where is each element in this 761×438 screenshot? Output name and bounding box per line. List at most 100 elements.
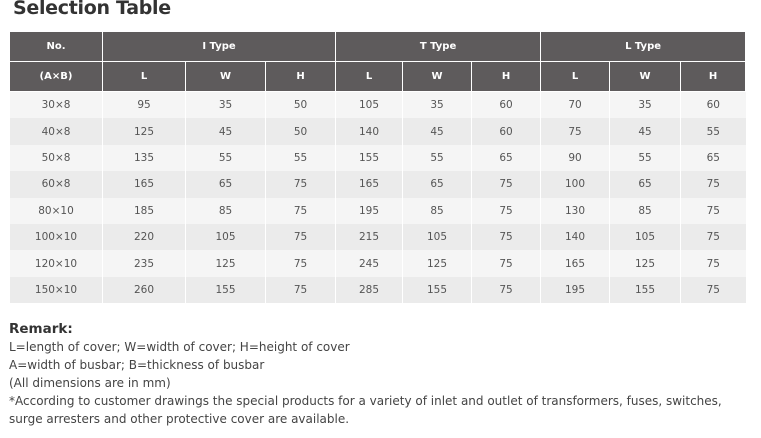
cell-value: 125 — [402, 250, 472, 277]
cell-value: 100 — [540, 171, 610, 198]
remark-section: Remark: L=length of cover; W=width of co… — [9, 320, 749, 428]
cell-value: 105 — [609, 223, 681, 251]
table-row: 50×8 135 55 55 155 55 65 90 55 65 — [9, 144, 746, 172]
cell-value: 60 — [680, 91, 746, 119]
cell-value: 75 — [471, 276, 541, 304]
cell-value: 245 — [335, 250, 403, 277]
header-dim: W — [185, 61, 266, 92]
remark-title: Remark: — [9, 321, 73, 337]
cell-value: 75 — [264, 197, 336, 224]
header-l-type: L Type — [540, 31, 747, 62]
cell-value: 165 — [540, 250, 610, 277]
cell-value: 185 — [102, 197, 186, 224]
cell-value: 55 — [609, 144, 681, 172]
table-row: 60×8 165 65 75 165 65 75 100 65 75 — [9, 171, 746, 198]
cell-value: 55 — [680, 118, 746, 145]
header-ab: (A×B) — [9, 61, 103, 92]
cell-value: 65 — [185, 171, 266, 198]
cell-value: 55 — [185, 144, 266, 172]
cell-value: 75 — [264, 276, 336, 304]
cell-value: 75 — [680, 250, 746, 277]
cell-size: 30×8 — [9, 91, 103, 119]
table-row: 120×10 235 125 75 245 125 75 165 125 75 — [9, 250, 746, 277]
cell-value: 195 — [335, 197, 403, 224]
cell-value: 285 — [335, 276, 403, 304]
cell-value: 125 — [102, 118, 186, 145]
header-dim: W — [609, 61, 682, 92]
cell-value: 75 — [680, 171, 746, 198]
cell-size: 120×10 — [9, 250, 103, 277]
cell-value: 35 — [402, 91, 472, 119]
cell-value: 220 — [102, 223, 186, 251]
cell-value: 140 — [540, 223, 610, 251]
cell-value: 195 — [540, 276, 610, 304]
cell-size: 80×10 — [9, 197, 103, 224]
header-i-type: I Type — [101, 31, 337, 62]
cell-value: 165 — [335, 171, 403, 198]
cell-value: 35 — [609, 91, 681, 119]
header-dim: H — [680, 61, 747, 92]
remark-line: *According to customer drawings the spec… — [9, 394, 722, 426]
cell-value: 55 — [264, 144, 336, 172]
page-title: Selection Table — [13, 0, 171, 19]
cell-value: 105 — [402, 223, 472, 251]
table-row: 100×10 220 105 75 215 105 75 140 105 75 — [9, 223, 746, 251]
cell-value: 35 — [185, 91, 266, 119]
cell-value: 125 — [185, 250, 266, 277]
cell-value: 75 — [540, 118, 610, 145]
cell-value: 45 — [185, 118, 266, 145]
cell-value: 90 — [540, 144, 610, 172]
cell-value: 75 — [680, 197, 746, 224]
cell-value: 95 — [102, 91, 186, 119]
table-row: 40×8 125 45 50 140 45 60 75 45 55 — [9, 118, 746, 145]
header-dim: W — [402, 61, 473, 92]
cell-value: 55 — [402, 144, 472, 172]
cell-size: 40×8 — [9, 118, 103, 145]
remark-line: L=length of cover; W=width of cover; H=h… — [9, 340, 350, 354]
remark-line: A=width of busbar; B=thickness of busbar — [9, 358, 265, 372]
header-dim: L — [335, 61, 404, 92]
cell-value: 75 — [680, 223, 746, 251]
cell-value: 140 — [335, 118, 403, 145]
cell-value: 45 — [609, 118, 681, 145]
remark-line: (All dimensions are in mm) — [9, 376, 171, 390]
table-row: 150×10 260 155 75 285 155 75 195 155 75 — [9, 276, 746, 304]
table-row: 30×8 95 35 50 105 35 60 70 35 60 — [9, 91, 746, 119]
cell-value: 130 — [540, 197, 610, 224]
cell-value: 65 — [402, 171, 472, 198]
cell-value: 105 — [185, 223, 266, 251]
cell-size: 60×8 — [9, 171, 103, 198]
cell-size: 150×10 — [9, 276, 103, 304]
cell-value: 155 — [185, 276, 266, 304]
cell-value: 85 — [609, 197, 681, 224]
header-no: No. — [9, 31, 103, 62]
header-dim: H — [264, 61, 337, 92]
cell-value: 75 — [471, 250, 541, 277]
header-t-type: T Type — [335, 31, 542, 62]
cell-value: 75 — [264, 171, 336, 198]
cell-value: 60 — [471, 91, 541, 119]
cell-size: 50×8 — [9, 144, 103, 172]
cell-value: 75 — [680, 276, 746, 304]
cell-value: 60 — [471, 118, 541, 145]
cell-value: 65 — [609, 171, 681, 198]
cell-value: 85 — [402, 197, 472, 224]
cell-value: 75 — [471, 197, 541, 224]
table-row: 80×10 185 85 75 195 85 75 130 85 75 — [9, 197, 746, 224]
cell-value: 45 — [402, 118, 472, 145]
cell-value: 165 — [102, 171, 186, 198]
header-row-types: No. I Type T Type L Type — [9, 31, 747, 62]
cell-size: 100×10 — [9, 223, 103, 251]
header-dim: H — [471, 61, 542, 92]
cell-value: 125 — [609, 250, 681, 277]
cell-value: 75 — [471, 223, 541, 251]
cell-value: 50 — [264, 118, 336, 145]
cell-value: 75 — [471, 171, 541, 198]
cell-value: 215 — [335, 223, 403, 251]
cell-value: 260 — [102, 276, 186, 304]
cell-value: 65 — [680, 144, 746, 172]
header-dim: L — [540, 61, 611, 92]
cell-value: 75 — [264, 250, 336, 277]
